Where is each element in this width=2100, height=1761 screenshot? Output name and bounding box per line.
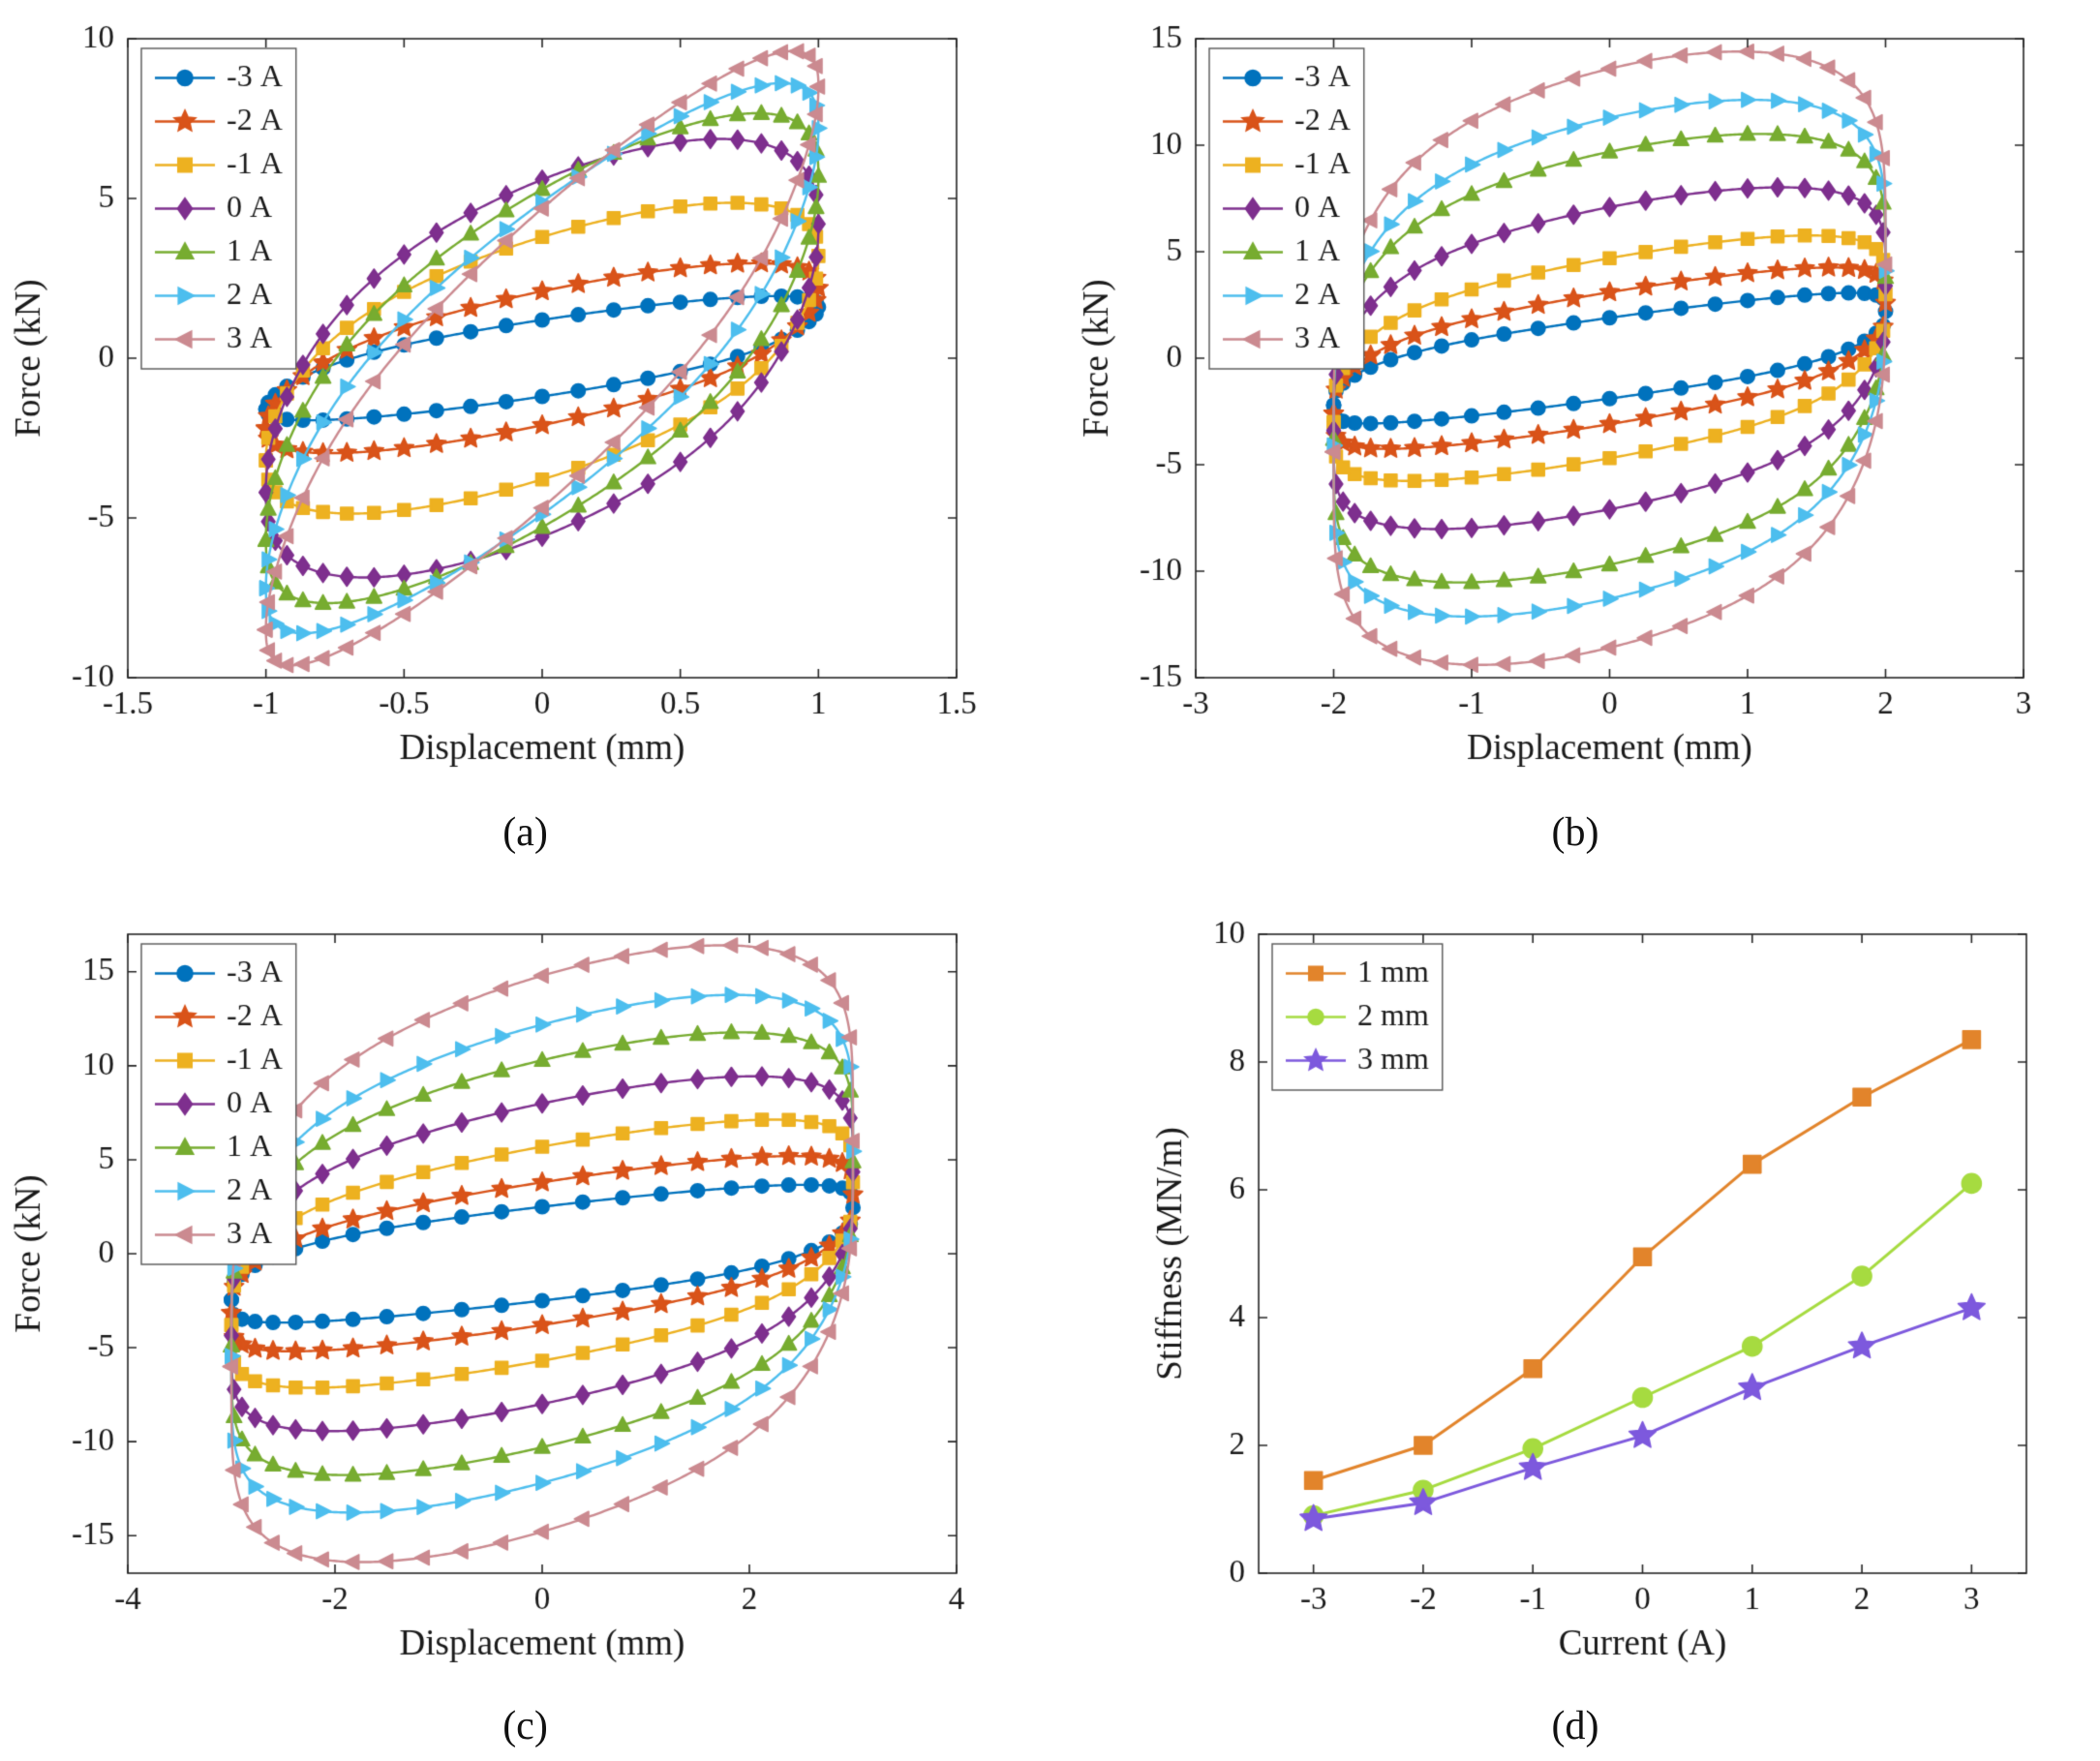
panel-c: (c) [0, 881, 1050, 1761]
chart-a-force-displacement-1mm [0, 0, 1050, 881]
panel-c-caption: (c) [502, 1704, 548, 1748]
panel-d: (d) [1050, 881, 2100, 1761]
panel-b-caption: (b) [1551, 810, 1599, 855]
panel-a-caption: (a) [502, 810, 548, 855]
chart-c-force-displacement-3mm [0, 881, 1050, 1761]
chart-b-force-displacement-2mm [1050, 0, 2100, 881]
panel-b: (b) [1050, 0, 2100, 881]
panel-d-caption: (d) [1551, 1704, 1599, 1748]
chart-d-stiffness-vs-current [1050, 881, 2100, 1761]
panel-a: (a) [0, 0, 1050, 881]
